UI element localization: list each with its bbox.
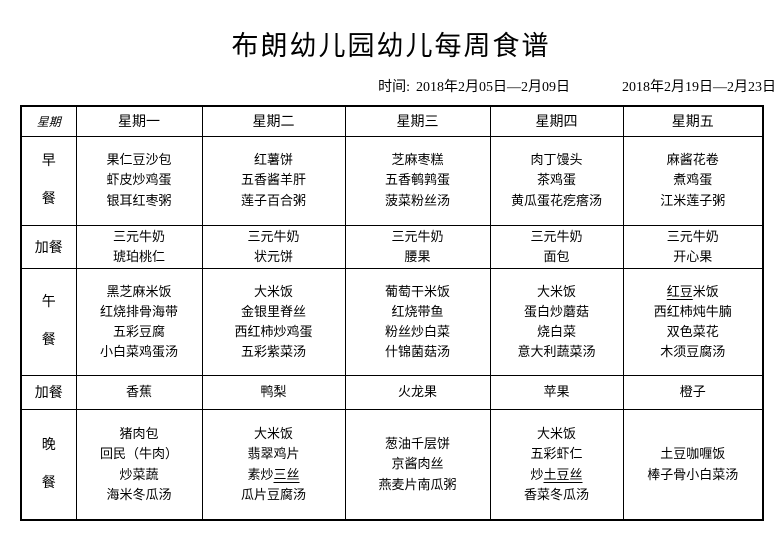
cell-breakfast-monday: 果仁豆沙包 虾皮炒鸡蛋 银耳红枣粥	[75, 135, 203, 226]
row-label-breakfast-text: 早餐	[41, 153, 56, 207]
day-header-wednesday: 星期三	[344, 105, 491, 137]
cell-afternoon-snack-friday: 橙子	[622, 374, 764, 410]
cell-lunch-wednesday: 葡萄干米饭 红烧带鱼 粉丝炒白菜 什锦菌菇汤	[344, 267, 491, 376]
cell-lunch-monday: 黑芝麻米饭 红烧排骨海带 五彩豆腐 小白菜鸡蛋汤	[75, 267, 203, 376]
corner-cell: 星期	[20, 105, 77, 137]
time-line: 时间: 2018年2月05日—2月09日 2018年2月19日—2月23日	[0, 76, 782, 96]
menu-table: 星期 星期一 星期二 星期三 星期四 星期五 早餐 果仁豆沙包 虾皮炒鸡蛋 银耳…	[20, 105, 764, 522]
time-range-1: 2018年2月05日—2月09日	[416, 80, 570, 95]
time-label: 时间:	[378, 80, 410, 95]
cell-afternoon-snack-tuesday: 鸭梨	[201, 374, 346, 410]
row-label-dinner-text: 晚餐	[41, 437, 56, 491]
row-label-breakfast: 早餐	[20, 135, 77, 226]
day-header-friday: 星期五	[622, 105, 764, 137]
header-row: 星期 星期一 星期二 星期三 星期四 星期五	[20, 105, 764, 137]
cell-morning-snack-thursday: 三元牛奶 面包	[489, 224, 624, 269]
row-label-lunch-text: 午餐	[41, 294, 56, 348]
cell-dinner-thursday: 大米饭 五彩虾仁 炒土豆丝 香菜冬瓜汤	[489, 408, 624, 521]
cell-breakfast-friday: 麻酱花卷 煮鸡蛋 江米莲子粥	[622, 135, 764, 226]
cell-lunch-tuesday: 大米饭 金银里脊丝 西红柿炒鸡蛋 五彩紫菜汤	[201, 267, 346, 376]
cell-lunch-thursday: 大米饭 蛋白炒蘑菇 烧白菜 意大利蔬菜汤	[489, 267, 624, 376]
day-header-thursday: 星期四	[489, 105, 624, 137]
cell-afternoon-snack-wednesday: 火龙果	[344, 374, 491, 410]
day-header-tuesday: 星期二	[201, 105, 346, 137]
breakfast-row: 早餐 果仁豆沙包 虾皮炒鸡蛋 银耳红枣粥 红薯饼 五香酱羊肝 莲子百合粥 芝麻枣…	[20, 135, 764, 226]
time-range-2: 2018年2月19日—2月23日	[622, 80, 776, 95]
cell-afternoon-snack-thursday: 苹果	[489, 374, 624, 410]
cell-morning-snack-wednesday: 三元牛奶 腰果	[344, 224, 491, 269]
day-header-monday: 星期一	[75, 105, 203, 137]
morning-snack-row: 加餐 三元牛奶 琥珀桃仁 三元牛奶 状元饼 三元牛奶 腰果 三元牛奶 面包 三元…	[20, 224, 764, 269]
row-label-dinner: 晚餐	[20, 408, 77, 521]
row-label-morning-snack: 加餐	[20, 224, 77, 269]
cell-lunch-friday: 红豆米饭 西红柿炖牛腩 双色菜花 木须豆腐汤	[622, 267, 764, 376]
cell-morning-snack-friday: 三元牛奶 开心果	[622, 224, 764, 269]
cell-breakfast-tuesday: 红薯饼 五香酱羊肝 莲子百合粥	[201, 135, 346, 226]
afternoon-snack-row: 加餐 香蕉 鸭梨 火龙果 苹果 橙子	[20, 374, 764, 410]
cell-morning-snack-tuesday: 三元牛奶 状元饼	[201, 224, 346, 269]
cell-afternoon-snack-monday: 香蕉	[75, 374, 203, 410]
cell-morning-snack-monday: 三元牛奶 琥珀桃仁	[75, 224, 203, 269]
cell-dinner-tuesday: 大米饭 翡翠鸡片 素炒三丝 瓜片豆腐汤	[201, 408, 346, 521]
lunch-row: 午餐 黑芝麻米饭 红烧排骨海带 五彩豆腐 小白菜鸡蛋汤 大米饭 金银里脊丝 西红…	[20, 267, 764, 376]
row-label-lunch: 午餐	[20, 267, 77, 376]
cell-dinner-monday: 猪肉包 回民（牛肉） 炒菜蔬 海米冬瓜汤	[75, 408, 203, 521]
page-title: 布朗幼儿园幼儿每周食谱	[231, 31, 551, 61]
dinner-row: 晚餐 猪肉包 回民（牛肉） 炒菜蔬 海米冬瓜汤 大米饭 翡翠鸡片 素炒三丝 瓜片…	[20, 408, 764, 521]
row-label-afternoon-snack: 加餐	[20, 374, 77, 410]
cell-breakfast-thursday: 肉丁馒头 茶鸡蛋 黄瓜蛋花疙瘩汤	[489, 135, 624, 226]
cell-dinner-friday: 土豆咖喱饭 棒子骨小白菜汤	[622, 408, 764, 521]
cell-dinner-wednesday: 葱油千层饼 京酱肉丝 燕麦片南瓜粥	[344, 408, 491, 521]
cell-breakfast-wednesday: 芝麻枣糕 五香鹌鹑蛋 菠菜粉丝汤	[344, 135, 491, 226]
